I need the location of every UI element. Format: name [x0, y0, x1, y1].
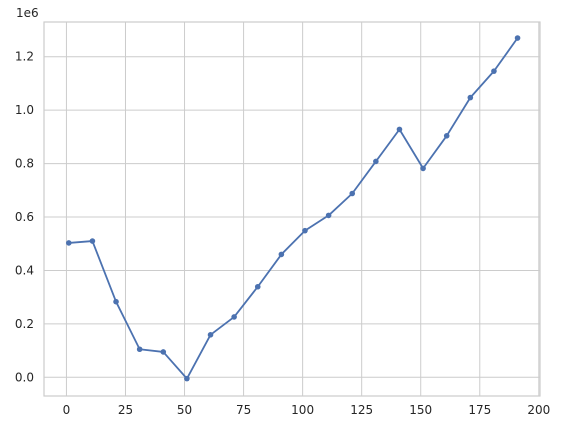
y-tick-label: 0.0	[15, 370, 34, 384]
x-tick-label: 125	[350, 403, 373, 417]
data-point	[514, 35, 521, 41]
data-point	[136, 346, 143, 353]
x-tick-label: 75	[236, 403, 251, 417]
data-point	[325, 212, 332, 219]
data-point	[278, 251, 285, 258]
y-axis-offset-label: 1e6	[16, 6, 39, 20]
y-tick-label: 0.4	[15, 263, 34, 277]
data-point	[349, 190, 356, 197]
data-point	[491, 68, 497, 74]
x-tick-label: 150	[409, 403, 432, 417]
series-layer	[66, 35, 521, 382]
data-point	[184, 375, 190, 382]
data-point	[113, 298, 119, 305]
x-tick-label: 25	[118, 403, 133, 417]
x-tick-label: 175	[468, 403, 491, 417]
x-tick-label: 200	[527, 403, 550, 417]
data-point	[396, 126, 403, 133]
y-tick-label: 0.2	[15, 317, 34, 331]
data-point	[231, 314, 237, 320]
data-point	[66, 240, 72, 246]
y-tick-label: 0.8	[15, 157, 34, 171]
y-tick-label: 0.6	[15, 210, 34, 224]
data-point	[207, 332, 214, 338]
data-point	[302, 227, 308, 234]
y-tick-label: 1.2	[15, 50, 34, 64]
series-line	[67, 37, 519, 380]
y-tick-labels: 0.0 0.2 0.4 0.6 0.8 1.0 1.2	[15, 50, 34, 385]
data-point	[373, 158, 379, 165]
data-point	[467, 94, 474, 101]
x-tick-label: 0	[63, 403, 71, 417]
data-point	[443, 133, 450, 139]
data-point	[420, 165, 426, 172]
x-tick-label: 50	[177, 403, 192, 417]
data-point	[254, 283, 261, 290]
plot-frame	[43, 21, 541, 397]
y-tick-label: 1.0	[15, 103, 34, 117]
x-gridlines	[65, 22, 540, 396]
data-point	[160, 349, 167, 355]
x-tick-labels: 0 25 50 75 100 125 150 175 200	[63, 403, 551, 417]
data-point	[89, 238, 96, 244]
x-tick-label: 100	[291, 403, 314, 417]
